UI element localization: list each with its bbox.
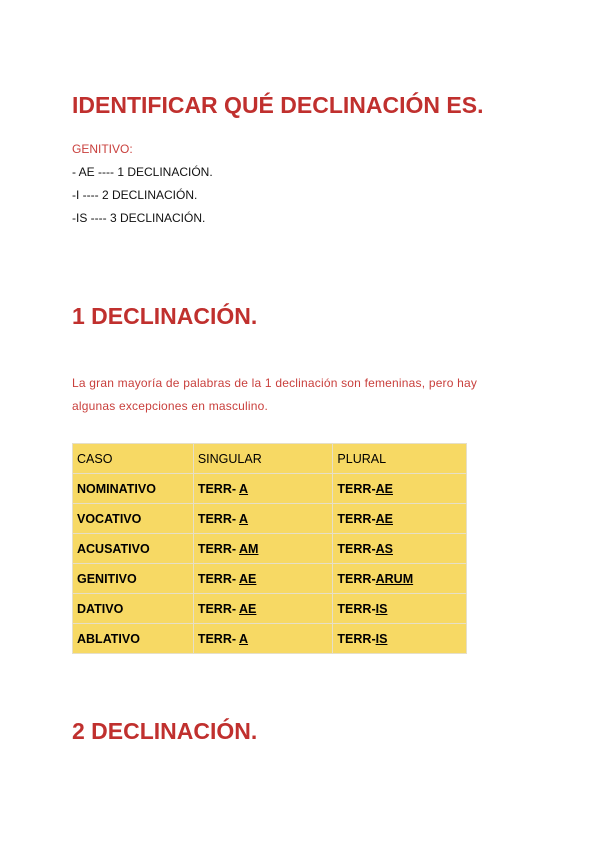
plural-cell: TERR-IS [332,593,467,624]
plural-stem: TERR- [337,541,376,556]
plural-cell: TERR-AE [332,473,467,504]
page-title: IDENTIFICAR QUÉ DECLINACIÓN ES. [72,92,484,118]
plural-stem: TERR- [337,631,376,646]
section-1-paragraph: La gran mayoría de palabras de la 1 decl… [72,376,478,413]
plural-stem: TERR- [337,571,376,586]
table-header-row: CASO SINGULAR PLURAL [72,443,467,474]
singular-cell: TERR- AM [192,533,334,564]
singular-cell: TERR- A [192,473,334,504]
plural-stem: TERR- [337,511,376,526]
section-2-heading: 2 DECLINACIÓN. [72,718,258,744]
singular-stem: TERR- [197,511,240,526]
table-row: GENITIVO TERR- AE TERR-ARUM [72,563,467,594]
case-cell: NOMINATIVO [72,473,194,504]
rule-3: -IS ---- 3 DECLINACIÓN. [72,211,206,225]
table-row: ACUSATIVO TERR- AM TERR-AS [72,533,467,564]
singular-cell: TERR- A [192,503,334,534]
header-caso: CASO [72,443,194,474]
table-row: DATIVO TERR- AE TERR-IS [72,593,467,624]
plural-ending: IS [375,631,388,646]
table-row: VOCATIVO TERR- A TERR-AE [72,503,467,534]
case-cell: ABLATIVO [72,623,194,654]
singular-stem: TERR- [197,481,240,496]
plural-ending: AE [375,511,393,526]
plural-ending: AS [375,541,393,556]
singular-ending: AE [239,571,257,586]
rule-2: -I ---- 2 DECLINACIÓN. [72,188,198,202]
singular-ending: AM [239,541,259,556]
case-cell: ACUSATIVO [72,533,194,564]
plural-cell: TERR-AE [332,503,467,534]
singular-ending: A [239,631,249,646]
plural-cell: TERR-AS [332,533,467,564]
singular-cell: TERR- A [192,623,334,654]
singular-cell: TERR- AE [192,563,334,594]
case-cell: GENITIVO [72,563,194,594]
singular-stem: TERR- [197,541,240,556]
singular-stem: TERR- [197,571,240,586]
plural-ending: ARUM [375,571,414,586]
section-1-heading: 1 DECLINACIÓN. [72,303,258,329]
header-plural: PLURAL [332,443,467,474]
table-row: ABLATIVO TERR- A TERR-IS [72,623,467,654]
plural-ending: AE [375,481,393,496]
declension-table: CASO SINGULAR PLURAL NOMINATIVO TERR- A … [72,443,467,654]
singular-ending: A [239,511,249,526]
plural-stem: TERR- [337,601,376,616]
genitivo-label: GENITIVO: [72,142,133,156]
singular-stem: TERR- [197,631,240,646]
singular-ending: AE [239,601,257,616]
plural-cell: TERR-ARUM [332,563,467,594]
table-row: NOMINATIVO TERR- A TERR-AE [72,473,467,504]
plural-stem: TERR- [337,481,376,496]
plural-cell: TERR-IS [332,623,467,654]
case-cell: VOCATIVO [72,503,194,534]
rule-1: - AE ---- 1 DECLINACIÓN. [72,165,213,179]
singular-cell: TERR- AE [192,593,334,624]
plural-ending: IS [375,601,388,616]
singular-stem: TERR- [197,601,240,616]
singular-ending: A [239,481,249,496]
header-singular: SINGULAR [192,443,334,474]
case-cell: DATIVO [72,593,194,624]
